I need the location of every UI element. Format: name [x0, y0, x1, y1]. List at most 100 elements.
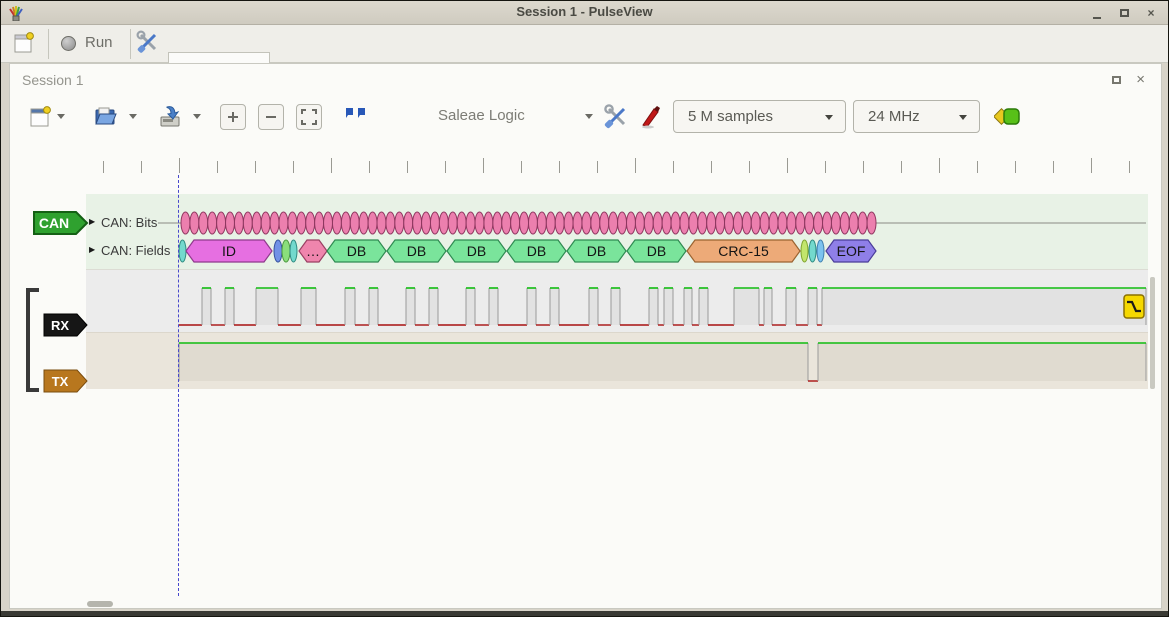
trigger-marker[interactable] [1123, 294, 1145, 319]
close-icon: × [1147, 6, 1155, 20]
wrench-screwdriver-icon [604, 104, 626, 129]
tx-channel-tag[interactable]: TX [43, 369, 89, 393]
sample-count-select[interactable]: 5 M samples [673, 100, 846, 133]
can-bit-annotation [385, 211, 396, 235]
new-session-button[interactable] [11, 30, 37, 56]
can-bit-annotation [367, 211, 378, 235]
can-field-annotation[interactable] [386, 239, 447, 263]
save-button[interactable] [157, 104, 183, 130]
probe-icon [642, 106, 660, 129]
can-bit-annotation [198, 211, 209, 235]
decoder-icon [993, 108, 1020, 125]
can-bit-annotation [492, 211, 503, 235]
sample-count-caret [825, 115, 833, 120]
minor-tick [559, 161, 560, 173]
can-bit-annotation [643, 211, 654, 235]
save-dropdown-caret[interactable] [193, 114, 201, 119]
can-bit-annotation [617, 211, 628, 235]
can-bit-annotation [804, 211, 815, 235]
can-bit-annotation [697, 211, 708, 235]
can-bit-annotation [554, 211, 565, 235]
can-bit-annotation [830, 211, 841, 235]
minor-tick [1053, 161, 1054, 173]
open-dropdown-caret[interactable] [129, 114, 137, 119]
add-decoder-button[interactable] [993, 105, 1020, 131]
can-bit-annotation [866, 211, 877, 235]
vertical-scrollbar[interactable] [1150, 277, 1155, 389]
can-bit-annotation [813, 211, 824, 235]
time-cursor[interactable] [178, 175, 179, 596]
can-field-annotation[interactable] [446, 239, 507, 263]
can-bit-annotation [501, 211, 512, 235]
zoom-fit-button[interactable] [296, 104, 322, 130]
open-button[interactable] [93, 104, 119, 130]
can-field-label: DB [347, 243, 366, 259]
device-selector[interactable]: Saleae Logic [421, 100, 599, 133]
can-decoder-tag[interactable]: CAN [33, 211, 89, 235]
can-bit-annotation [608, 211, 619, 235]
dock-close-button[interactable]: × [1136, 72, 1145, 87]
maximize-button[interactable] [1116, 5, 1134, 21]
zoom-in-icon [228, 112, 238, 122]
can-field-annotation[interactable] [686, 239, 801, 263]
zoom-out-icon [266, 116, 276, 118]
minor-tick [521, 161, 522, 173]
can-field-annotation[interactable] [808, 239, 817, 263]
can-bit-annotation [777, 211, 788, 235]
can-bit-annotation [572, 211, 583, 235]
can-fields-row-label: CAN: Fields [101, 243, 171, 258]
can-bit-annotation [839, 211, 850, 235]
can-bit-annotation [314, 211, 325, 235]
dock-float-button[interactable] [1112, 74, 1121, 86]
can-field-annotation[interactable] [566, 239, 627, 263]
minor-tick [711, 161, 712, 173]
can-fields-expand-icon[interactable]: ▶ [89, 245, 96, 254]
close-button[interactable]: × [1142, 5, 1160, 21]
zoom-out-button[interactable] [258, 104, 284, 130]
svg-text:CAN: CAN [39, 215, 69, 231]
can-bit-annotation [661, 211, 672, 235]
time-ruler[interactable]: 0+20 µs+40 µs+60 µs+80 µs+100 µs+120 µs [1, 136, 1163, 290]
can-bit-annotation [421, 211, 431, 235]
channels-button[interactable] [638, 104, 664, 130]
can-field-annotation[interactable] [816, 239, 825, 263]
zoom-in-button[interactable] [220, 104, 246, 130]
can-field-annotation[interactable] [273, 239, 283, 263]
settings-button[interactable] [136, 30, 162, 56]
can-field-annotation[interactable] [800, 239, 809, 263]
major-tick [1091, 158, 1092, 173]
rx-channel-tag[interactable]: RX [43, 313, 89, 337]
can-field-annotation[interactable] [185, 239, 273, 263]
major-tick [787, 158, 788, 173]
can-field-annotation[interactable] [178, 239, 187, 263]
major-tick [179, 158, 180, 173]
can-bits-expand-icon[interactable]: ▶ [89, 217, 96, 226]
can-field-annotation[interactable] [825, 239, 877, 263]
minor-tick [749, 161, 750, 173]
can-field-annotation[interactable] [289, 239, 298, 263]
sample-rate-select[interactable]: 24 MHz [853, 100, 980, 133]
can-bit-annotation [795, 211, 806, 235]
save-icon [160, 106, 180, 127]
can-field-annotation[interactable] [281, 239, 291, 263]
configure-device-button[interactable] [603, 104, 629, 130]
main-toolbar: Run Session 1 × [1, 25, 1168, 90]
new-view-dropdown-caret[interactable] [57, 114, 65, 119]
can-field-annotation[interactable] [626, 239, 687, 263]
can-bit-annotation [715, 211, 726, 235]
can-bit-annotation [456, 211, 467, 235]
run-button[interactable]: Run [61, 34, 125, 56]
can-field-annotation[interactable] [326, 239, 387, 263]
can-bit-annotation [519, 211, 529, 235]
new-session-icon [14, 32, 34, 53]
show-cursors-button[interactable] [341, 105, 367, 131]
trace-group-bracket[interactable] [23, 287, 43, 393]
minimize-button[interactable] [1088, 5, 1106, 21]
horizontal-scrollbar[interactable] [87, 601, 113, 607]
can-field-annotation[interactable] [506, 239, 567, 263]
new-view-button[interactable] [27, 104, 53, 130]
can-field-annotation[interactable] [298, 239, 328, 263]
can-bit-annotation [429, 211, 440, 235]
title-bar[interactable]: Session 1 - PulseView × [1, 1, 1168, 25]
can-field-label: ID [222, 243, 236, 259]
